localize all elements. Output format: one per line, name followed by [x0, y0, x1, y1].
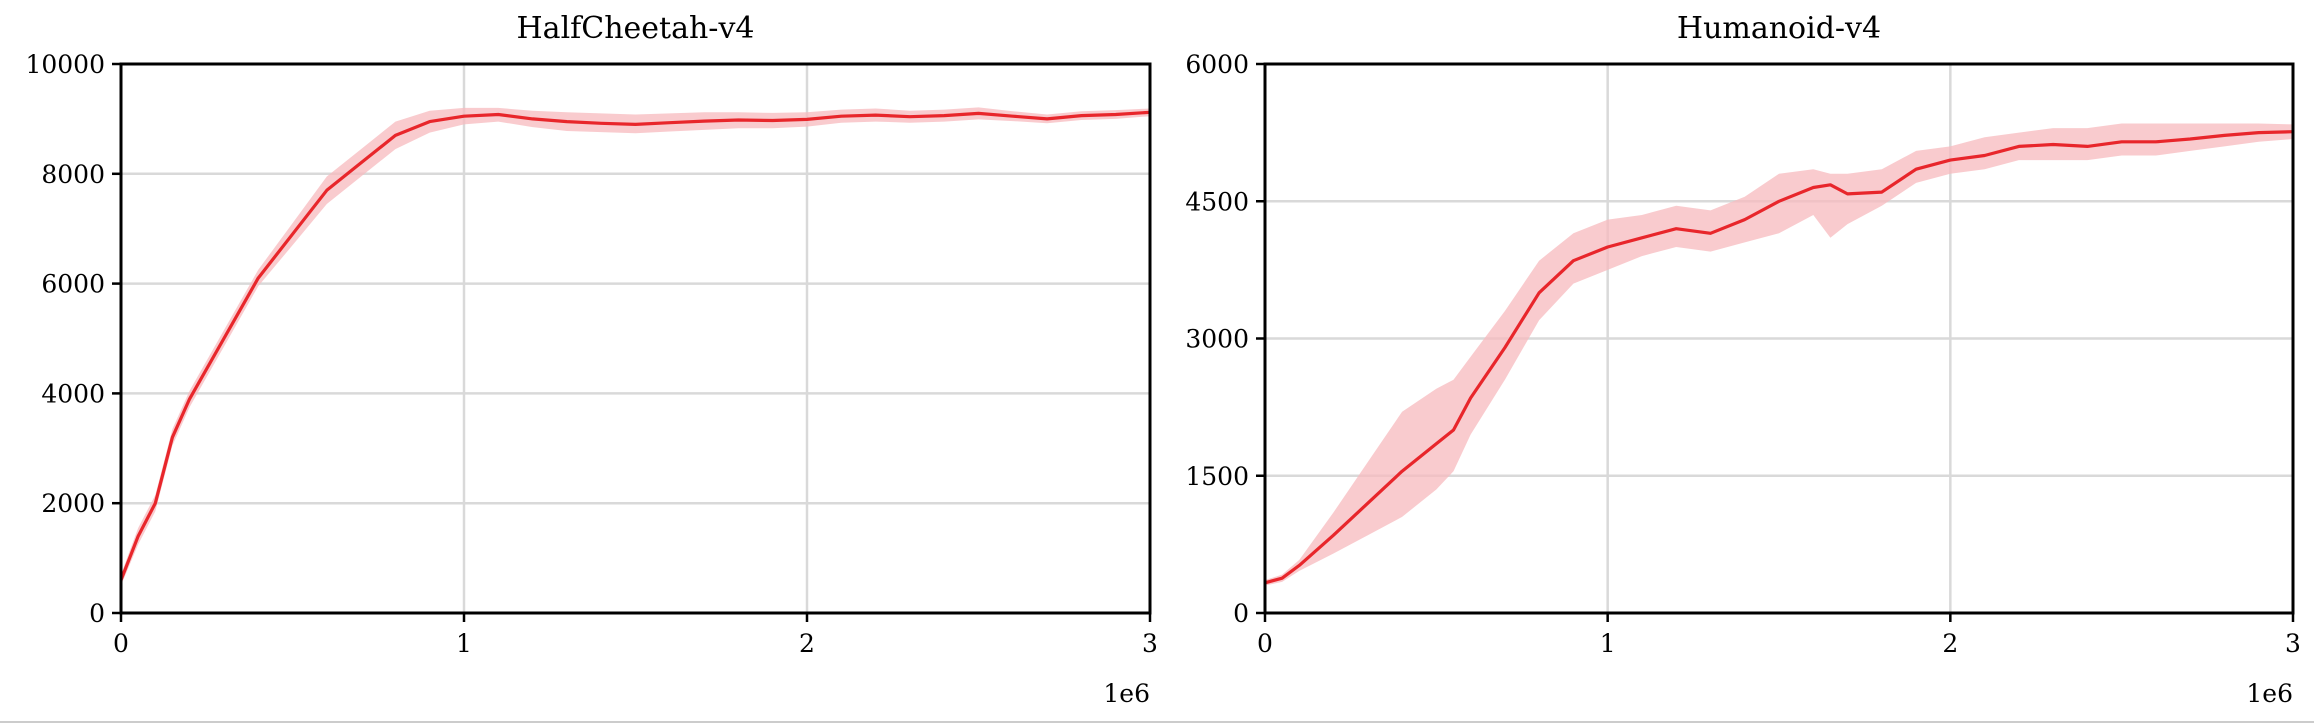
- series-line: [119, 110, 1151, 581]
- y-tick-label: 4000: [41, 379, 105, 408]
- y-tick-label: 0: [89, 599, 105, 628]
- x-tick-label: 0: [1257, 629, 1273, 658]
- y-tick-label: 4500: [1185, 187, 1249, 216]
- x-axis-offset-label: 1e6: [2246, 679, 2293, 708]
- confidence-band: [1265, 123, 2293, 586]
- x-tick-label: 2: [799, 629, 815, 658]
- y-tick-label: 0: [1233, 599, 1249, 628]
- series-line: [1264, 130, 2294, 585]
- x-tick-label: 3: [1142, 629, 1158, 658]
- chart-panel-1: 0 1 2 3 0 2000 4000 6000 8000 10000 HalfCheetah-v4…: [25, 11, 1157, 708]
- chart-title: Humanoid-v4: [1677, 11, 1881, 46]
- y-tick-label: 10000: [25, 50, 105, 79]
- x-tick-label: 2: [1942, 629, 1958, 658]
- y-tick-label: 2000: [41, 489, 105, 518]
- chart-panel-2: 0 1 2 3 0 1500 3000 4500 6000 Humanoid-v4 1e6: [1185, 11, 2301, 708]
- y-tick-label: 6000: [41, 270, 105, 299]
- y-tick-label: 8000: [41, 160, 105, 189]
- x-axis-offset-label: 1e6: [1103, 679, 1150, 708]
- y-tick-label: 1500: [1185, 462, 1249, 491]
- x-tick-label: 1: [1600, 629, 1616, 658]
- axes-frame: [119, 62, 1152, 615]
- chart-title: HalfCheetah-v4: [517, 11, 755, 46]
- x-tick-label: 0: [113, 629, 129, 658]
- confidence-band: [121, 107, 1150, 586]
- y-tick-label: 3000: [1185, 325, 1249, 354]
- y-tick-label: 6000: [1185, 50, 1249, 79]
- x-tick-label: 3: [2285, 629, 2301, 658]
- x-tick-label: 1: [456, 629, 472, 658]
